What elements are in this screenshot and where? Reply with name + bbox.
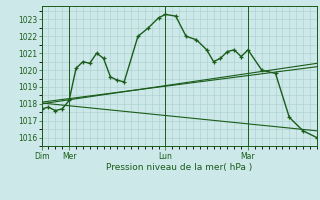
X-axis label: Pression niveau de la mer( hPa ): Pression niveau de la mer( hPa ) [106, 163, 252, 172]
